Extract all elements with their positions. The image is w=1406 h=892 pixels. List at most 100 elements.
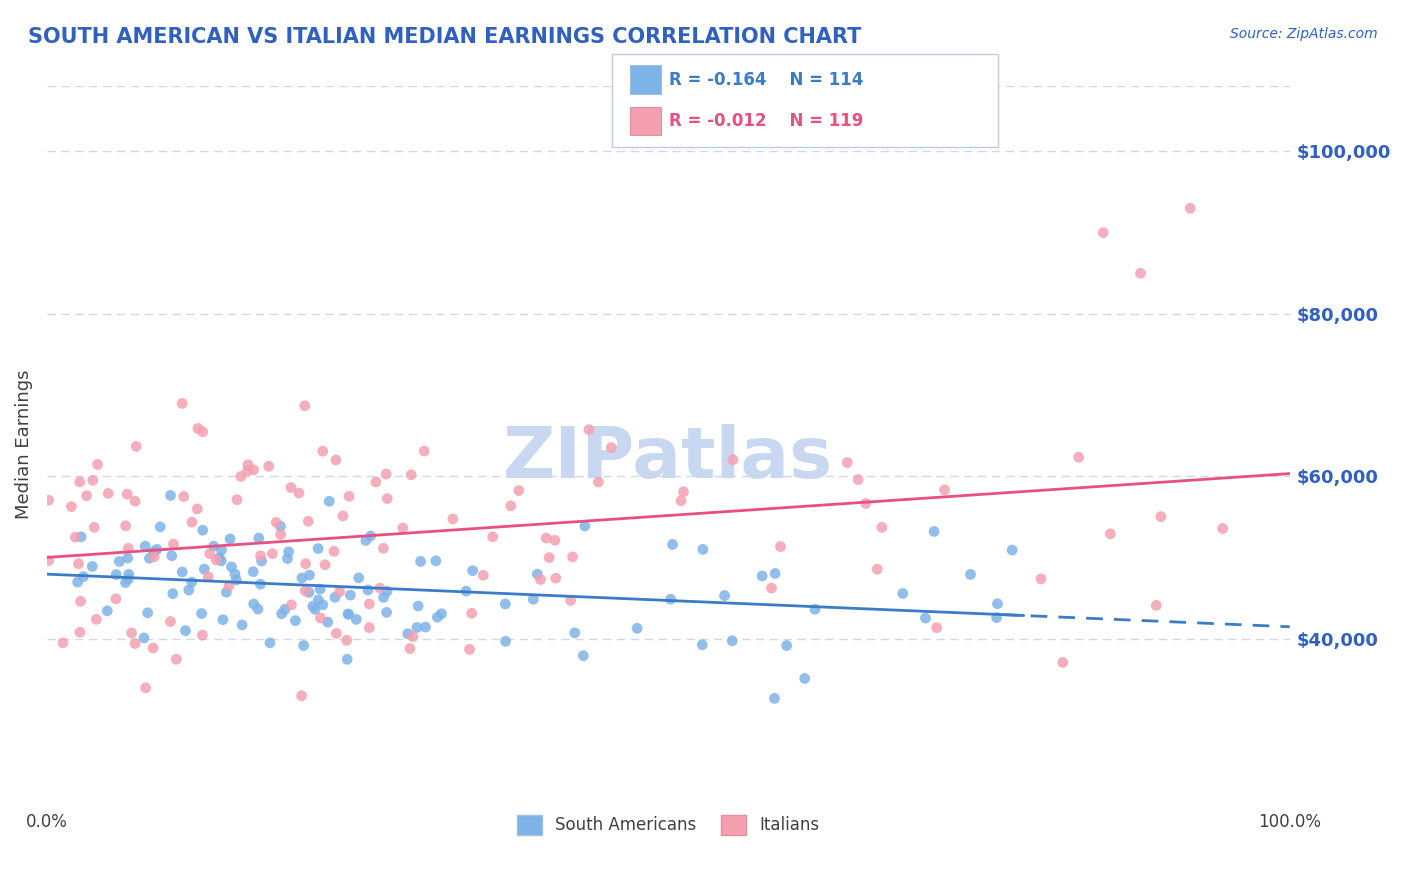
Point: [142, 641, 165, 656]
Point: [97, 486, 120, 500]
Point: [564, 625, 586, 640]
Point: [761, 581, 783, 595]
Point: [508, 483, 530, 498]
Point: [526, 567, 548, 582]
Point: [775, 639, 797, 653]
Point: [117, 551, 139, 566]
Point: [914, 611, 936, 625]
Point: [124, 636, 146, 650]
Point: [236, 464, 259, 478]
Point: [191, 425, 214, 439]
Point: [242, 597, 264, 611]
Point: [294, 399, 316, 413]
Point: [499, 499, 522, 513]
Point: [375, 491, 398, 506]
Point: [104, 591, 127, 606]
Point: [837, 456, 859, 470]
Point: [197, 570, 219, 584]
Point: [692, 542, 714, 557]
Point: [70, 530, 93, 544]
Point: [426, 610, 449, 624]
Point: [561, 549, 583, 564]
Point: [1001, 543, 1024, 558]
Point: [219, 532, 242, 546]
Point: [344, 612, 367, 626]
Point: [65, 530, 87, 544]
Point: [1129, 266, 1152, 280]
Y-axis label: Median Earnings: Median Earnings: [15, 369, 32, 519]
Point: [347, 571, 370, 585]
Point: [114, 575, 136, 590]
Point: [208, 550, 231, 565]
Point: [82, 559, 104, 574]
Point: [672, 484, 695, 499]
Point: [337, 607, 360, 622]
Point: [661, 537, 683, 551]
Point: [588, 475, 610, 489]
Point: [307, 541, 329, 556]
Point: [763, 566, 786, 581]
Point: [160, 549, 183, 563]
Point: [294, 584, 316, 599]
Point: [125, 440, 148, 454]
Point: [574, 519, 596, 533]
Point: [274, 602, 297, 616]
Point: [257, 459, 280, 474]
Point: [212, 613, 235, 627]
Point: [187, 421, 209, 435]
Point: [124, 494, 146, 508]
Point: [136, 606, 159, 620]
Point: [149, 520, 172, 534]
Point: [804, 602, 827, 616]
Point: [226, 492, 249, 507]
Point: [309, 611, 332, 625]
Point: [249, 549, 271, 563]
Point: [314, 558, 336, 572]
Point: [402, 630, 425, 644]
Point: [375, 606, 398, 620]
Point: [339, 588, 361, 602]
Point: [959, 567, 981, 582]
Point: [134, 539, 156, 553]
Point: [406, 620, 429, 634]
Point: [83, 520, 105, 534]
Text: R = -0.012    N = 119: R = -0.012 N = 119: [669, 112, 863, 130]
Point: [458, 642, 481, 657]
Point: [117, 572, 139, 586]
Point: [560, 593, 582, 607]
Text: SOUTH AMERICAN VS ITALIAN MEDIAN EARNINGS CORRELATION CHART: SOUTH AMERICAN VS ITALIAN MEDIAN EARNING…: [28, 27, 862, 46]
Point: [259, 636, 281, 650]
Point: [359, 597, 381, 611]
Point: [600, 441, 623, 455]
Point: [406, 599, 429, 613]
Point: [132, 631, 155, 645]
Point: [373, 541, 395, 556]
Point: [297, 514, 319, 528]
Point: [986, 610, 1008, 624]
Point: [763, 691, 786, 706]
Point: [626, 621, 648, 635]
Point: [277, 545, 299, 559]
Point: [159, 615, 181, 629]
Point: [269, 519, 291, 533]
Point: [165, 652, 187, 666]
Point: [1150, 509, 1173, 524]
Point: [231, 618, 253, 632]
Point: [494, 597, 516, 611]
Point: [236, 458, 259, 472]
Point: [159, 488, 181, 502]
Point: [669, 493, 692, 508]
Point: [1180, 201, 1202, 215]
Point: [522, 592, 544, 607]
Point: [332, 508, 354, 523]
Point: [304, 602, 326, 616]
Point: [472, 568, 495, 582]
Point: [769, 540, 792, 554]
Point: [172, 565, 194, 579]
Point: [284, 614, 307, 628]
Point: [441, 512, 464, 526]
Point: [309, 582, 332, 596]
Point: [329, 584, 352, 599]
Point: [142, 545, 165, 559]
Point: [288, 486, 311, 500]
